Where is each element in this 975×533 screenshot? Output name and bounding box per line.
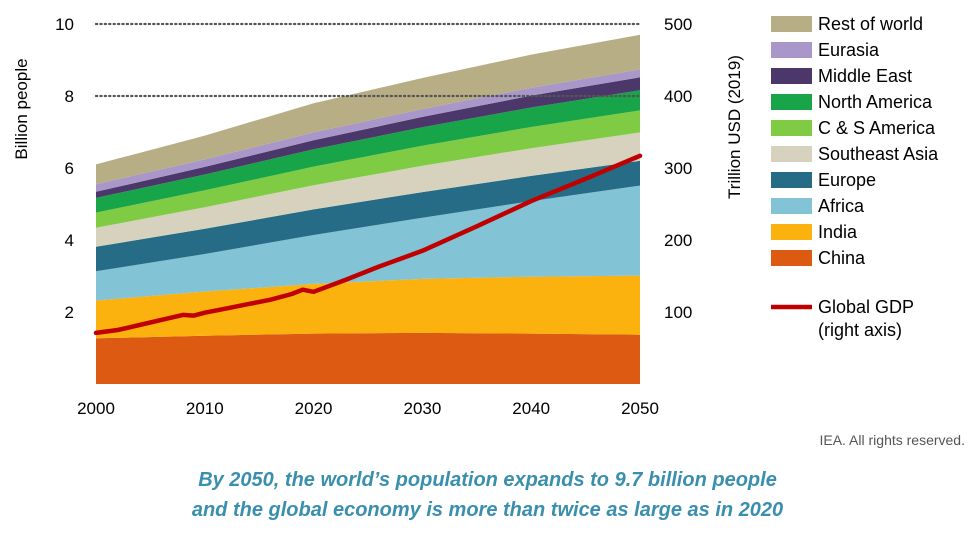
legend-label-middle-east: Middle East bbox=[818, 66, 912, 86]
x-axis-ticks: 2000 2010 2020 2030 2040 2050 bbox=[77, 399, 659, 418]
legend-swatch-india bbox=[771, 224, 812, 240]
legend-swatch-eurasia bbox=[771, 42, 812, 58]
area-southeast-asia bbox=[96, 132, 640, 247]
left-axis-ticks: 2 4 6 8 10 bbox=[55, 15, 74, 322]
legend-swatch-c-s-america bbox=[771, 120, 812, 136]
legend-label-north-america: North America bbox=[818, 92, 933, 112]
area-middle-east bbox=[96, 77, 640, 198]
legend-swatch-southeast-asia bbox=[771, 146, 812, 162]
legend-swatch-rest-of-world bbox=[771, 16, 812, 32]
x-tick-label: 2040 bbox=[512, 399, 550, 418]
caption-line-2: and the global economy is more than twic… bbox=[191, 499, 784, 521]
stacked-areas bbox=[96, 34, 640, 384]
area-north-america bbox=[96, 90, 640, 213]
gdp-line-group bbox=[93, 153, 643, 336]
y2-tick-label: 300 bbox=[664, 159, 692, 178]
legend-label-africa: Africa bbox=[818, 196, 865, 216]
legend-label-europe: Europe bbox=[818, 170, 876, 190]
area-europe bbox=[96, 160, 640, 272]
legend-swatch-africa bbox=[771, 198, 812, 214]
area-china bbox=[96, 332, 640, 384]
x-tick-label: 2000 bbox=[77, 399, 115, 418]
y2-tick-label: 100 bbox=[664, 303, 692, 322]
legend-swatch-china bbox=[771, 250, 812, 266]
x-tick-label: 2020 bbox=[295, 399, 333, 418]
y-tick-label: 8 bbox=[65, 87, 74, 106]
left-axis-title: Billion people bbox=[12, 58, 31, 159]
legend-label-rest-of-world: Rest of world bbox=[818, 14, 923, 34]
legend-label-india: India bbox=[818, 222, 858, 242]
gdp-line bbox=[93, 153, 643, 336]
area-rest-of-world bbox=[96, 34, 640, 185]
y-tick-label: 6 bbox=[65, 159, 74, 178]
credit-text: IEA. All rights reserved. bbox=[819, 432, 965, 448]
legend-label-c-s-america: C & S America bbox=[818, 118, 936, 138]
area-eurasia bbox=[96, 69, 640, 192]
x-tick-label: 2030 bbox=[403, 399, 441, 418]
y-tick-label: 2 bbox=[65, 303, 74, 322]
area-c-s-america bbox=[96, 110, 640, 228]
legend-label-southeast-asia: Southeast Asia bbox=[818, 144, 939, 164]
x-tick-label: 2010 bbox=[186, 399, 224, 418]
y2-tick-label: 500 bbox=[664, 15, 692, 34]
legend-swatch-north-america bbox=[771, 94, 812, 110]
right-axis-ticks: 100 200 300 400 500 bbox=[664, 15, 692, 322]
caption-line-1: By 2050, the world’s population expands … bbox=[198, 469, 777, 491]
legend-label-global-gdp: Global GDP bbox=[818, 297, 914, 317]
gridlines bbox=[94, 22, 642, 98]
y-tick-label: 10 bbox=[55, 15, 74, 34]
y-tick-label: 4 bbox=[65, 231, 74, 250]
legend-label-global-gdp: (right axis) bbox=[818, 320, 902, 340]
legend: Rest of world Eurasia Middle East North Ame… bbox=[771, 14, 939, 340]
right-axis-title: Trillion USD (2019) bbox=[725, 55, 744, 199]
legend-label-eurasia: Eurasia bbox=[818, 40, 880, 60]
legend-label-china: China bbox=[818, 248, 866, 268]
x-tick-label: 2050 bbox=[621, 399, 659, 418]
area-india bbox=[96, 275, 640, 339]
legend-swatch-europe bbox=[771, 172, 812, 188]
legend-swatch-middle-east bbox=[771, 68, 812, 84]
y2-tick-label: 200 bbox=[664, 231, 692, 250]
y2-tick-label: 400 bbox=[664, 87, 692, 106]
